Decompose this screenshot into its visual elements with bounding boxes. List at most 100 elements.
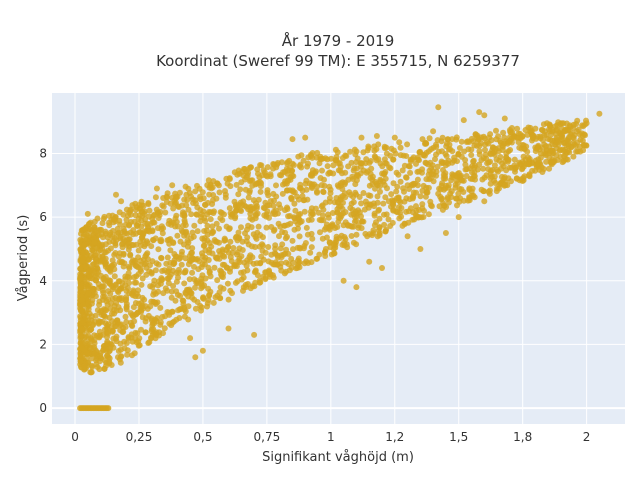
data-point (128, 290, 135, 297)
data-point (85, 296, 92, 303)
data-point (113, 191, 119, 198)
data-point (345, 163, 352, 170)
data-point (382, 194, 389, 201)
data-point (480, 133, 487, 140)
data-point (434, 137, 441, 144)
data-point (532, 125, 539, 132)
data-point (184, 286, 190, 293)
data-point (307, 172, 314, 179)
data-point (317, 156, 324, 163)
data-point (325, 214, 332, 221)
data-point (282, 235, 289, 242)
data-point (238, 224, 244, 231)
data-point (231, 198, 238, 205)
data-point (130, 227, 137, 234)
data-point (119, 329, 126, 336)
data-point (329, 210, 336, 216)
data-point (289, 187, 296, 194)
data-point (308, 259, 315, 266)
data-point (158, 255, 165, 262)
data-point (458, 176, 465, 183)
data-point (468, 152, 475, 158)
data-point (273, 182, 279, 189)
data-point (82, 225, 89, 232)
data-point (430, 128, 437, 135)
data-point (155, 288, 162, 295)
data-point (137, 257, 144, 264)
data-point (500, 129, 507, 136)
data-point (525, 172, 532, 179)
data-point (122, 297, 129, 304)
data-point (87, 326, 94, 333)
data-point (226, 205, 233, 212)
data-point (162, 285, 169, 292)
data-point (350, 239, 357, 246)
data-point (124, 351, 131, 358)
data-point (224, 280, 231, 287)
data-point (332, 244, 339, 251)
data-point (244, 234, 251, 241)
data-point (94, 307, 101, 314)
data-point (209, 228, 216, 235)
data-point (413, 203, 419, 210)
data-point (155, 261, 162, 268)
data-point (221, 261, 228, 268)
data-point (189, 269, 196, 276)
data-point (582, 132, 588, 139)
data-point (455, 190, 462, 197)
data-point (395, 204, 402, 211)
data-point (189, 254, 196, 261)
data-point (416, 149, 423, 156)
data-point (125, 334, 132, 341)
data-point (325, 170, 332, 177)
data-point (181, 306, 188, 313)
data-point (251, 331, 258, 338)
data-point (537, 154, 544, 161)
data-point (268, 251, 275, 258)
data-point (364, 168, 371, 175)
data-point (204, 303, 211, 310)
data-point (521, 146, 528, 153)
data-point (173, 212, 180, 219)
data-point (238, 179, 245, 186)
data-point (169, 182, 176, 189)
data-point (233, 207, 240, 214)
data-point (546, 165, 553, 172)
data-point (380, 171, 387, 178)
data-point (327, 186, 334, 193)
data-point (302, 180, 309, 187)
data-point (250, 231, 257, 238)
data-point (178, 261, 185, 268)
data-point (173, 195, 180, 202)
data-point (150, 326, 157, 332)
data-point (118, 198, 125, 205)
data-point (315, 209, 322, 216)
data-point (565, 138, 572, 145)
data-point (393, 208, 400, 215)
data-point (309, 210, 316, 217)
data-point (150, 281, 157, 288)
data-point (146, 207, 153, 214)
data-point (96, 358, 103, 365)
data-point (85, 283, 92, 290)
data-point (316, 251, 323, 258)
data-point (472, 131, 479, 138)
data-point (188, 211, 195, 218)
data-point (249, 182, 256, 189)
data-point (134, 223, 141, 230)
data-point (207, 273, 214, 280)
data-point (108, 362, 115, 368)
data-point (308, 244, 315, 251)
data-point (410, 180, 417, 187)
data-point (512, 164, 519, 171)
data-point (486, 187, 493, 194)
data-point (353, 284, 360, 291)
data-point (131, 274, 138, 281)
data-point (343, 153, 350, 159)
data-point (452, 195, 459, 202)
data-point (314, 183, 320, 190)
data-point (455, 170, 462, 176)
data-point (168, 288, 175, 295)
data-point (433, 143, 440, 150)
data-point (178, 251, 185, 258)
